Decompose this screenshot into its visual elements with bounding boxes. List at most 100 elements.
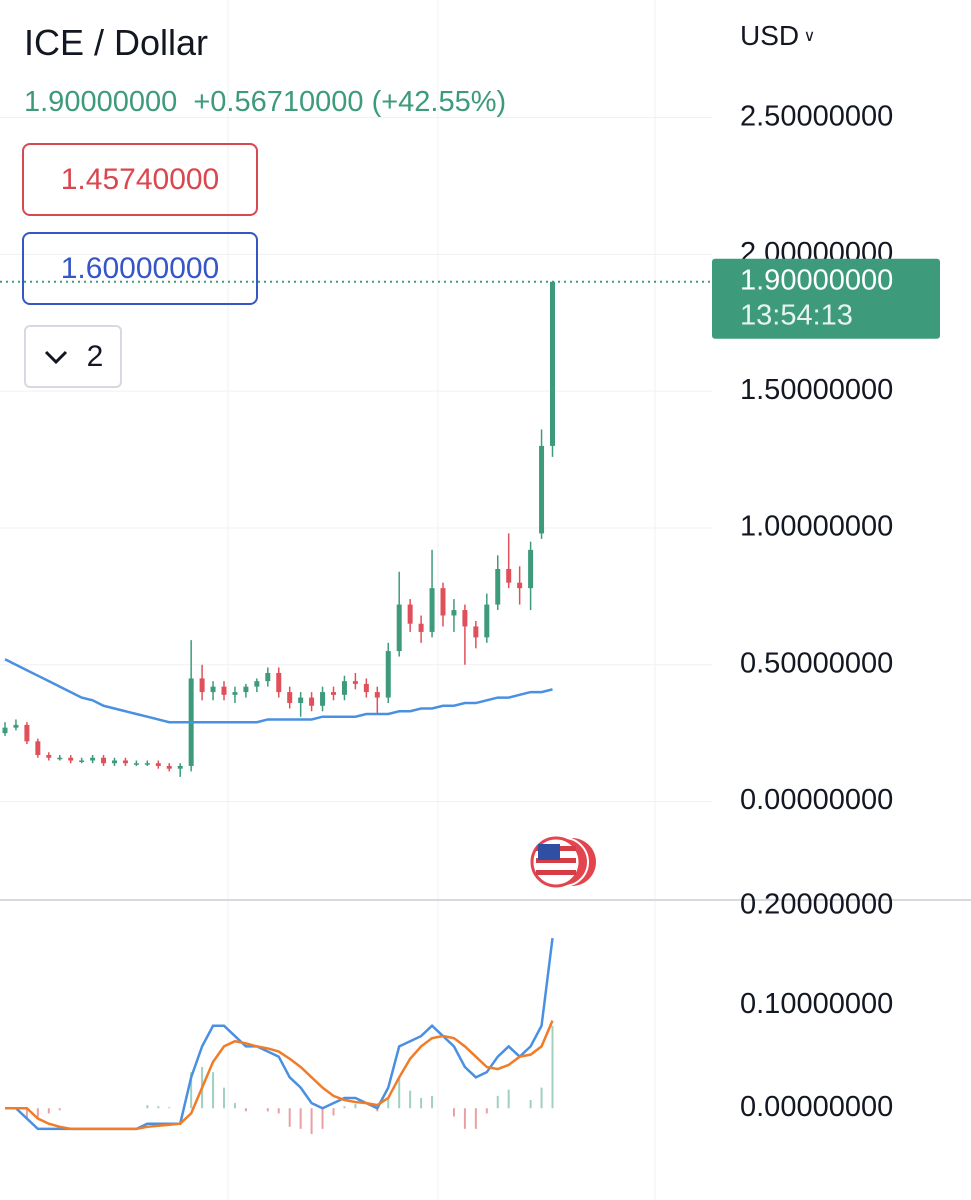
histogram-bar xyxy=(190,1072,193,1109)
currency-select[interactable]: USD ∨ xyxy=(740,20,816,51)
y-tick-label: 0.50000000 xyxy=(740,647,893,679)
candle-body xyxy=(363,683,369,693)
candle-body xyxy=(440,588,446,616)
macd-line xyxy=(5,937,554,1131)
candle-body xyxy=(254,681,260,687)
histogram-bar xyxy=(299,1108,302,1129)
candle-body xyxy=(46,755,52,758)
histogram-bar xyxy=(529,1100,532,1109)
candle-body xyxy=(550,281,555,446)
histogram-bar xyxy=(146,1105,149,1109)
histogram-bar xyxy=(58,1108,61,1111)
candle-body xyxy=(429,588,435,632)
candle-body xyxy=(177,765,183,769)
histogram-bar xyxy=(277,1108,280,1114)
candle-body xyxy=(210,686,216,693)
candle-body xyxy=(298,697,304,704)
histogram-bar xyxy=(321,1108,324,1129)
indicator-value[interactable]: 1.45740000 xyxy=(22,143,258,216)
candle-body xyxy=(331,692,336,695)
collapse-button[interactable]: 2 xyxy=(24,325,122,388)
candle-body xyxy=(122,760,128,764)
histogram-bar xyxy=(266,1108,269,1112)
histogram-bar xyxy=(233,1103,236,1109)
histogram-bar xyxy=(288,1108,291,1127)
histogram-bar xyxy=(398,1077,401,1109)
candle-body xyxy=(243,686,249,693)
histogram-bar xyxy=(343,1106,346,1109)
candle-body xyxy=(2,727,8,734)
histogram-bar xyxy=(431,1095,434,1109)
y-tick-label: 0.10000000 xyxy=(740,988,893,1020)
candle-body xyxy=(166,765,172,769)
candle-body xyxy=(451,610,457,616)
last-price-label: 1.90000000 xyxy=(740,264,893,296)
candle-body xyxy=(374,692,380,698)
histogram-bar xyxy=(157,1106,160,1109)
indicator-value[interactable]: 1.60000000 xyxy=(22,232,258,305)
candle-body xyxy=(495,568,501,605)
y-tick-label: 1.00000000 xyxy=(740,511,893,543)
histogram-bar xyxy=(376,1108,379,1112)
currency-flag xyxy=(530,836,596,888)
moving-average xyxy=(4,658,553,724)
histogram-bar xyxy=(452,1108,455,1117)
histogram-bar xyxy=(540,1087,543,1109)
last-price-tag xyxy=(712,258,940,339)
candle-body xyxy=(517,582,523,589)
histogram-bar xyxy=(212,1072,215,1109)
candle-body xyxy=(539,445,545,534)
histogram-bar xyxy=(25,1108,28,1119)
macd-line xyxy=(5,1020,554,1131)
candle-body xyxy=(24,724,30,742)
candle-body xyxy=(287,692,293,704)
candle-body xyxy=(79,760,85,762)
histogram-bar xyxy=(354,1104,357,1109)
histogram-bar xyxy=(496,1095,499,1109)
histogram-bar xyxy=(47,1108,50,1114)
candle-body xyxy=(13,724,19,728)
candle-body xyxy=(112,760,117,764)
candle-body xyxy=(90,757,96,761)
histogram-bar xyxy=(474,1108,477,1129)
candle-body xyxy=(484,604,490,638)
price-summary: 1.90000000 +0.56710000 (+42.55%) xyxy=(24,86,506,119)
y-tick-label: 0.00000000 xyxy=(740,1091,893,1123)
candle-body xyxy=(221,686,227,695)
histogram-bar xyxy=(310,1108,313,1135)
candle-body xyxy=(352,681,358,684)
candle-body xyxy=(232,692,238,695)
candle-body xyxy=(473,626,479,638)
candle-body xyxy=(506,568,512,583)
candle-body xyxy=(265,672,271,682)
histogram-bar xyxy=(36,1108,39,1119)
candle-body xyxy=(385,651,391,698)
histogram-bar xyxy=(332,1108,335,1116)
histogram-bar xyxy=(420,1097,423,1109)
symbol-title: ICE / Dollar xyxy=(24,22,209,63)
histogram-bar xyxy=(168,1107,171,1109)
candle-body xyxy=(199,678,205,693)
price: 1.90000000 xyxy=(24,86,178,118)
candle-body xyxy=(418,623,424,632)
candle-body xyxy=(341,681,347,695)
histogram-bar xyxy=(507,1089,510,1109)
histogram-bar xyxy=(551,1025,554,1109)
histogram-bar xyxy=(387,1097,390,1109)
candle-body xyxy=(144,763,150,765)
change-pct: (+42.55%) xyxy=(371,86,507,118)
histogram-bar xyxy=(244,1108,247,1112)
candle-body xyxy=(309,697,315,706)
candle-body xyxy=(35,741,41,756)
candle-body xyxy=(462,610,468,627)
y-tick-label: 0.00000000 xyxy=(740,784,893,816)
histogram-bar xyxy=(223,1087,225,1109)
histogram-bar xyxy=(409,1090,412,1109)
chevron xyxy=(44,350,67,364)
candle-body xyxy=(407,604,413,624)
candle-body xyxy=(155,763,161,766)
candle-body xyxy=(133,763,139,765)
currency: USD xyxy=(740,20,800,51)
candle-body xyxy=(396,604,402,652)
